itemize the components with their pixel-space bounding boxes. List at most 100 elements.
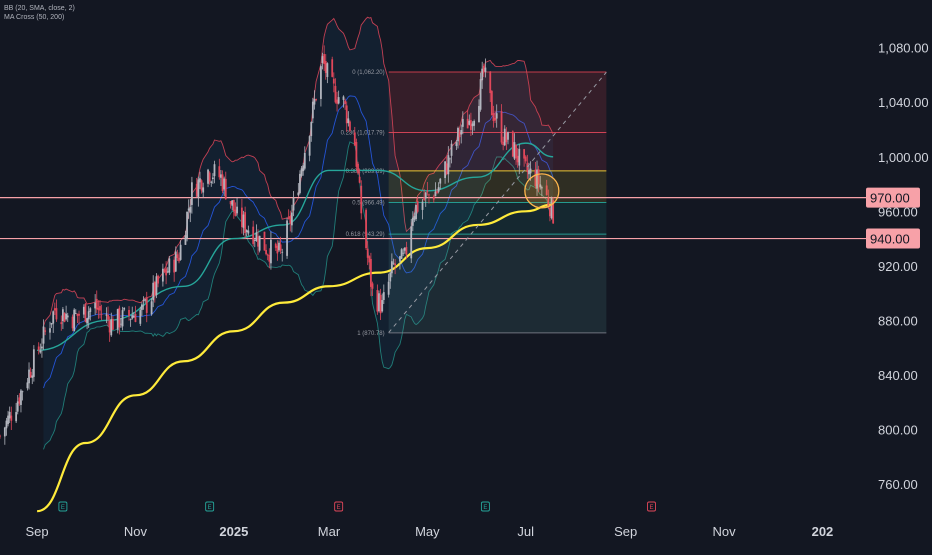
candle-body [405,246,408,255]
candle-body [132,315,135,318]
y-tick-label: 1,040.00 [878,95,929,110]
indicator-legend-bb[interactable]: BB (20, SMA, close, 2) [4,5,75,12]
bb-fill [43,17,554,450]
candle-body [231,200,234,206]
candle-body [234,209,237,216]
fib-zone [388,132,607,171]
candle-body [468,120,471,125]
candle-body [370,258,372,287]
candle-body [41,346,43,349]
candle-body [402,252,405,254]
candle-body [450,143,453,156]
x-tick-label: Mar [318,524,341,539]
candle-body [142,299,145,301]
candle-body [15,412,18,422]
y-tick-label: 880.00 [878,313,918,328]
candle-body [549,207,551,217]
earnings-event-letter: E [650,505,654,511]
candle-body [55,308,58,320]
earnings-event-box [58,501,68,512]
fib-zone [388,202,607,235]
earnings-event-icon: E [480,501,490,512]
candle-body [186,211,188,239]
candle-body [74,313,77,314]
candle-body [95,298,98,310]
fib-level-label: 0.5 (966.49) [352,200,384,206]
candle-body [236,206,238,214]
candle-body [207,169,209,184]
candle-body [421,201,424,210]
candle-body [229,200,232,205]
candle-body [481,68,484,81]
earnings-event-icon: E [334,501,344,512]
candle-body [120,323,122,325]
candle-body [8,411,11,419]
fib-zone [388,71,607,133]
candle-body [460,130,463,135]
candle-body [232,199,235,212]
candle-body [187,208,190,211]
candle-body [515,144,517,159]
earnings-event-letter: E [208,505,212,511]
candle-body [321,56,324,64]
candle-body [200,180,203,191]
candle-body [331,59,334,77]
candle-body [150,301,153,315]
candle-body [403,247,406,251]
y-tick-label: 920.00 [878,259,918,274]
y-tick-label: 1,000.00 [878,150,929,165]
candle-body [73,309,76,332]
candle-body [66,315,69,318]
time-axis[interactable]: Sep Nov 2025 Mar May Jul Sep Nov 202 [26,524,834,539]
candle-body [489,71,492,94]
candle-body [157,275,159,284]
candle-body [336,99,338,104]
candle-body [155,276,158,295]
candle-body [84,303,87,322]
indicator-legend-ma-cross[interactable]: MA Cross (50, 200) [4,14,65,21]
candle-body [436,191,438,193]
candle-body [220,174,222,178]
candle-body [245,230,248,232]
candle-body [257,236,259,247]
candle-body [0,435,1,437]
candle-body [197,179,200,198]
candle-body [184,235,187,245]
candle-body [89,308,92,312]
candle-body [334,85,337,103]
candle-body [289,215,292,224]
candle-body [347,118,350,124]
candle-body [387,281,390,295]
candle-body [534,169,537,187]
candle-body [29,371,32,378]
candle-body [121,310,124,327]
candle-body [355,141,358,167]
earnings-event-letter: E [337,505,341,511]
candle-body [208,172,211,182]
candle-body [503,128,506,146]
candle-body [444,161,446,178]
candle-body [144,299,147,301]
price-axis[interactable]: 760.00 800.00 840.00 880.00 920.00 960.00 1,00… [878,41,929,492]
candle-body [255,232,258,241]
candle-body [345,105,348,124]
candle-body [281,251,284,253]
trend-line[interactable] [388,71,607,333]
candle-body [490,91,493,116]
candle-body [505,132,508,143]
price-badge-label: 940.00 [870,232,910,247]
candle-body [392,262,395,264]
candle-body [131,315,134,319]
candle-body [7,415,9,425]
candle-body [528,170,530,175]
candle-body [44,330,47,332]
candle-body [202,187,205,193]
candle-body [516,155,519,163]
candle-body [3,427,6,437]
candle-body [253,240,256,241]
candle-body [63,313,66,323]
candle-body [399,256,401,262]
